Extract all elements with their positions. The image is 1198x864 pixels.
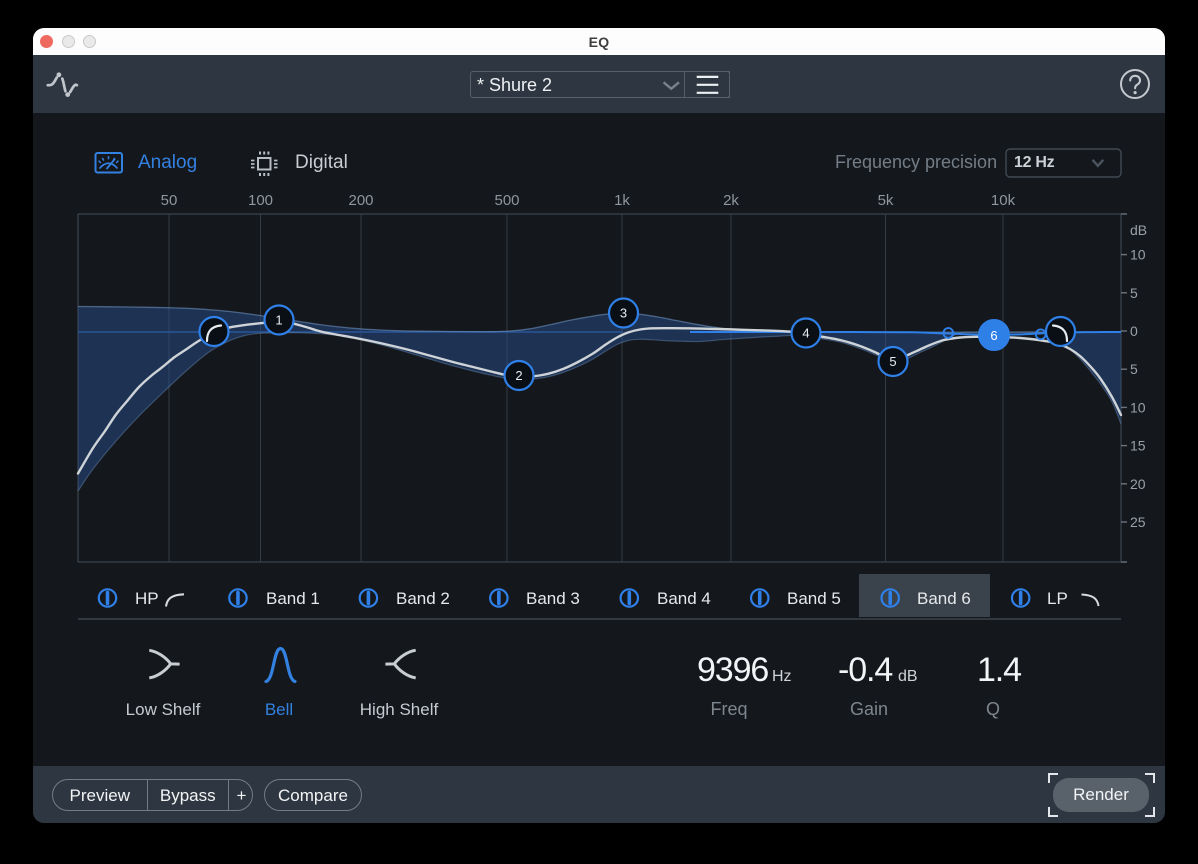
svg-text:5k: 5k (878, 192, 894, 209)
svg-text:100: 100 (248, 192, 273, 209)
svg-text:4: 4 (802, 326, 809, 341)
svg-text:5: 5 (1130, 285, 1138, 301)
svg-text:2: 2 (515, 368, 522, 383)
svg-text:5: 5 (1130, 361, 1138, 377)
svg-text:10: 10 (1130, 399, 1146, 415)
svg-text:2k: 2k (723, 192, 739, 209)
svg-text:5: 5 (889, 354, 896, 369)
svg-text:15: 15 (1130, 438, 1146, 454)
svg-text:10k: 10k (991, 192, 1016, 209)
svg-text:50: 50 (161, 192, 178, 209)
svg-text:dB: dB (1130, 222, 1147, 238)
svg-text:20: 20 (1130, 476, 1146, 492)
svg-text:10: 10 (1130, 247, 1146, 263)
svg-text:200: 200 (348, 192, 373, 209)
svg-text:0: 0 (1130, 323, 1138, 339)
svg-text:6: 6 (990, 328, 997, 343)
svg-text:1k: 1k (614, 192, 630, 209)
svg-text:500: 500 (494, 192, 519, 209)
svg-text:1: 1 (275, 313, 282, 328)
svg-text:25: 25 (1130, 514, 1146, 530)
svg-text:3: 3 (620, 306, 627, 321)
